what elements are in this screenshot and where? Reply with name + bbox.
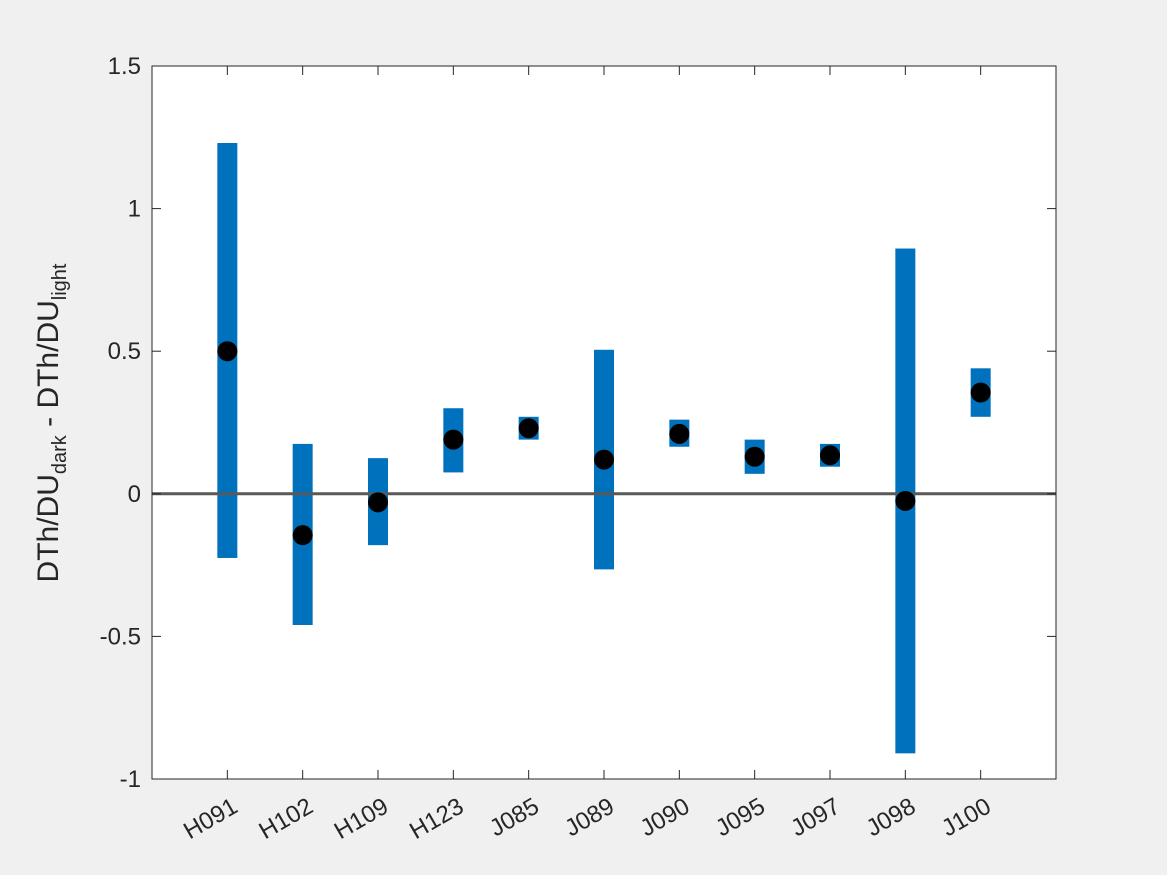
y-axis-label: DTh/DUdark - DTh/DUlight bbox=[32, 263, 71, 582]
y-axis: -1 -0.5 0 0.5 1 1.5 bbox=[100, 53, 1056, 793]
data-point-j089 bbox=[594, 449, 614, 470]
y-tick-label: 1 bbox=[128, 196, 141, 223]
ylabel-part-1: DTh/DU bbox=[32, 474, 65, 582]
data-point-j098 bbox=[895, 490, 916, 511]
data-point-j095 bbox=[744, 446, 765, 467]
data-point-h102 bbox=[292, 525, 313, 546]
data-point-h091 bbox=[217, 341, 238, 362]
ylabel-subscript-2: light bbox=[49, 263, 71, 300]
y-tick-label: 0.5 bbox=[108, 338, 141, 365]
data-point-j085 bbox=[518, 418, 539, 439]
data-point-j097 bbox=[820, 445, 840, 466]
ylabel-subscript-1: dark bbox=[49, 434, 71, 474]
y-tick-label: -1 bbox=[120, 766, 141, 793]
data-points bbox=[217, 341, 991, 546]
y-tick-label: -0.5 bbox=[100, 623, 141, 650]
y-tick-label: 1.5 bbox=[108, 53, 141, 80]
ylabel-part-2: - DTh/DU bbox=[32, 300, 65, 435]
y-tick-label: 0 bbox=[128, 481, 141, 508]
data-point-j090 bbox=[669, 423, 690, 444]
data-point-h109 bbox=[368, 492, 388, 513]
data-point-j100 bbox=[970, 382, 991, 403]
data-point-h123 bbox=[443, 429, 464, 450]
